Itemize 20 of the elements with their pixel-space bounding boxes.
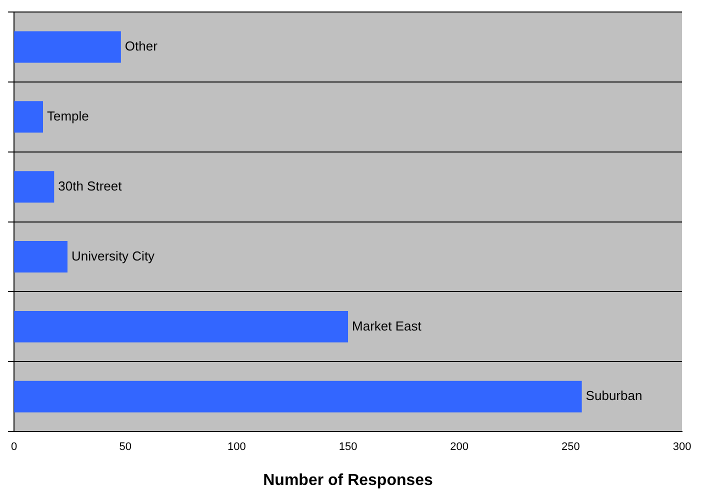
x-tick-label: 50 bbox=[119, 441, 132, 454]
x-tick-label: 150 bbox=[338, 441, 358, 454]
bar bbox=[14, 101, 44, 133]
y-tick-label: Other bbox=[124, 38, 158, 54]
bar bbox=[14, 241, 68, 272]
y-tick-label: Market East bbox=[352, 318, 422, 334]
y-tick-label: University City bbox=[71, 248, 156, 264]
y-tick-label: 30th Street bbox=[58, 178, 122, 194]
x-tick-label: 250 bbox=[561, 441, 580, 454]
x-tick-label: 300 bbox=[672, 441, 692, 454]
bar bbox=[14, 310, 348, 342]
y-tick-label: Suburban bbox=[586, 388, 642, 404]
bar bbox=[14, 171, 54, 203]
x-tick-label: 100 bbox=[228, 441, 246, 454]
y-tick-label: Temple bbox=[47, 108, 89, 124]
x-tick-label: 200 bbox=[450, 441, 469, 454]
x-axis-title: Number of Responses bbox=[263, 472, 434, 489]
bar bbox=[14, 31, 121, 63]
x-tick-label: 0 bbox=[10, 441, 18, 454]
bar bbox=[14, 380, 582, 412]
